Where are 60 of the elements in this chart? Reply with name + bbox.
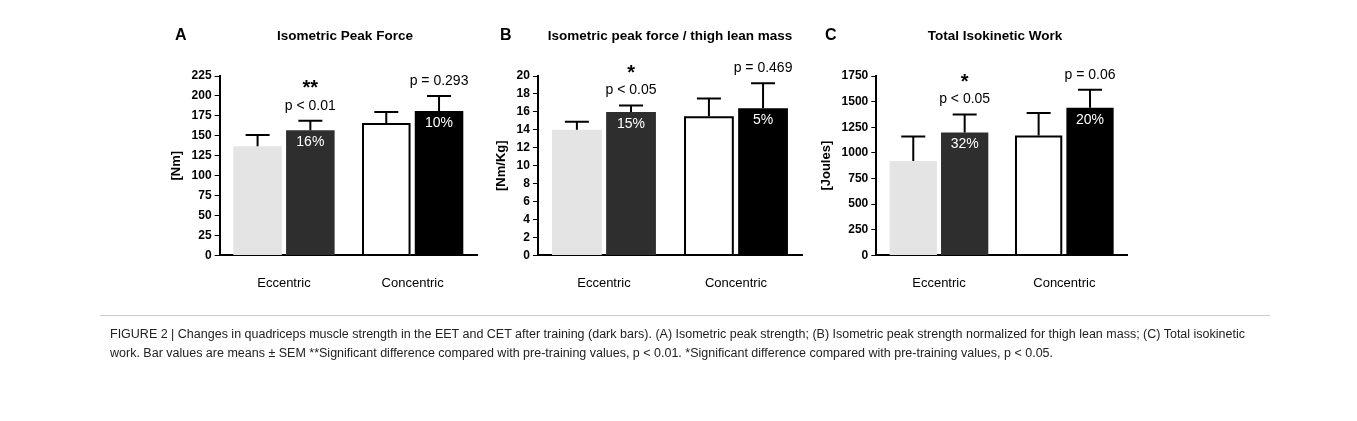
annotation: 10% <box>425 113 454 130</box>
y-tick-label: 1000 <box>841 145 869 160</box>
x-tick-label: Concentric <box>381 274 445 290</box>
y-tick-label: 14 <box>516 122 531 137</box>
annotation: 20% <box>1076 110 1105 127</box>
annotation: 32% <box>950 135 979 152</box>
annotation: p < 0.05 <box>605 81 657 98</box>
y-tick-label: 250 <box>848 222 869 237</box>
y-tick-label: 18 <box>516 86 531 101</box>
x-tick-label: Eccentric <box>257 274 312 290</box>
text: C <box>824 26 838 44</box>
y-tick-label: 12 <box>516 140 531 155</box>
y-tick-label: 25 <box>198 227 212 242</box>
y-tick-label: 500 <box>848 196 869 211</box>
annotation: p = 0.06 <box>1064 65 1116 82</box>
y-tick-label: 0 <box>523 247 531 262</box>
annotation: ** <box>302 76 319 99</box>
annotation: * <box>960 69 969 92</box>
y-tick-label: 50 <box>198 207 212 222</box>
x-tick-label: Eccentric <box>577 274 632 290</box>
annotation: p = 0.293 <box>409 71 469 88</box>
y-tick-label: 1250 <box>841 119 869 134</box>
chart-title: Isometric peak force / thigh lean mass <box>546 27 794 43</box>
text: A <box>174 26 188 44</box>
y-axis-title: [Joules] <box>818 140 834 191</box>
y-tick-label: 2 <box>523 229 531 244</box>
chart-title: Isometric Peak Force <box>276 27 414 43</box>
y-tick-label: 6 <box>523 193 531 208</box>
y-tick-label: 225 <box>191 68 212 83</box>
annotation: 5% <box>752 111 774 128</box>
y-tick-label: 4 <box>523 211 531 226</box>
y-tick-label: 0 <box>204 247 212 262</box>
chart-title: Total Isokinetic Work <box>926 27 1064 43</box>
y-tick-label: 200 <box>191 88 212 103</box>
text: p = 0.469 <box>733 59 793 76</box>
caption: FIGURE 2 | Changes in quadriceps muscle strength in the EET and CET after training (dark bars). (A) Isometric peak strength; (B) Isometric peak strength normalized for thigh lean mass; (C) Total isokinetic work. Bar values are means ± SEM **Significant difference compared with pre-training values, p < 0.01. *Significant difference compared with pre-training values, p < 0.05. <box>110 326 1246 363</box>
text: B <box>499 26 513 44</box>
x-tick-label: Concentric <box>1033 274 1096 290</box>
y-tick-label: 100 <box>191 167 212 182</box>
y-tick-label: 8 <box>523 175 531 190</box>
x-tick-label: Concentric <box>704 274 768 290</box>
annotation: p < 0.01 <box>284 96 337 113</box>
y-tick-label: 75 <box>198 187 212 202</box>
y-tick-label: 175 <box>191 108 212 123</box>
y-tick-label: 125 <box>191 148 212 163</box>
y-tick-label: 16 <box>516 104 531 119</box>
annotation: 15% <box>617 114 646 131</box>
y-axis-title: [Nm/Kg] <box>493 140 509 191</box>
y-tick-label: 750 <box>848 170 869 185</box>
annotation: 16% <box>296 133 325 150</box>
y-tick-label: 150 <box>191 128 212 143</box>
x-tick-label: Eccentric <box>912 274 967 290</box>
annotation: p < 0.05 <box>939 90 991 107</box>
annotation: * <box>627 61 636 84</box>
y-tick-label: 10 <box>516 158 531 173</box>
y-tick-label: 20 <box>516 68 531 83</box>
y-axis-title: [Nm] <box>168 150 184 181</box>
y-tick-label: 0 <box>861 247 869 262</box>
y-tick-label: 1500 <box>841 93 869 108</box>
y-tick-label: 1750 <box>841 68 869 83</box>
